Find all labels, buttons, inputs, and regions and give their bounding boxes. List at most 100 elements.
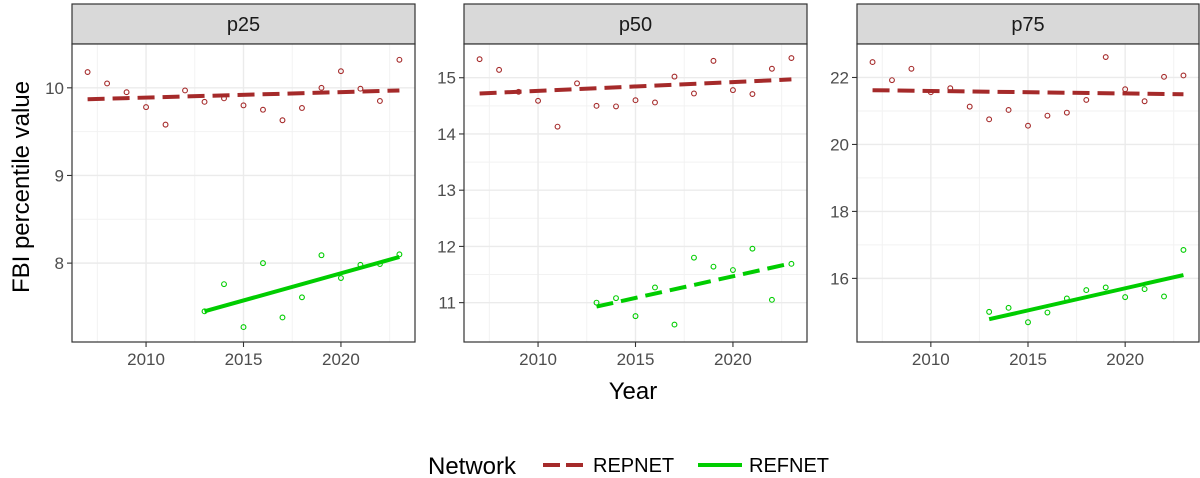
data-point bbox=[201, 98, 208, 105]
data-point bbox=[691, 90, 697, 97]
panel-strip-label: p75 bbox=[1011, 14, 1044, 36]
data-point bbox=[729, 267, 736, 273]
data-point bbox=[749, 245, 756, 252]
data-point bbox=[240, 324, 247, 331]
data-point bbox=[1025, 122, 1031, 129]
data-point bbox=[376, 98, 383, 104]
data-point bbox=[729, 87, 736, 94]
y-tick-label: 15 bbox=[437, 69, 456, 88]
y-tick-label: 12 bbox=[437, 237, 456, 256]
data-point bbox=[1044, 309, 1051, 316]
data-point bbox=[889, 77, 895, 84]
data-point bbox=[182, 87, 188, 94]
data-point bbox=[279, 117, 286, 124]
data-point bbox=[84, 69, 91, 75]
y-tick-label: 20 bbox=[830, 135, 849, 154]
y-tick-label: 18 bbox=[830, 202, 849, 221]
panel-p25: p25 8 9 10 2010 2015 2020 bbox=[45, 3, 416, 369]
data-point bbox=[476, 56, 483, 63]
data-point bbox=[1005, 304, 1012, 311]
y-tick-label: 22 bbox=[830, 68, 849, 87]
x-tick-label: 2020 bbox=[1106, 350, 1144, 369]
x-tick-label: 2015 bbox=[617, 350, 655, 369]
series-repnet bbox=[476, 55, 795, 130]
data-point bbox=[691, 254, 697, 261]
data-point bbox=[162, 121, 169, 128]
legend-item-repnet: REPNET bbox=[543, 455, 674, 477]
data-point bbox=[143, 104, 150, 111]
y-tick-label: 16 bbox=[830, 269, 849, 288]
legend: Network REPNET REFNET bbox=[428, 453, 829, 478]
data-point bbox=[260, 260, 266, 267]
trend-line bbox=[596, 261, 792, 309]
x-tick-label: 2010 bbox=[912, 350, 950, 369]
trend-line bbox=[87, 88, 400, 102]
data-point bbox=[1025, 319, 1031, 326]
legend-label: REFNET bbox=[749, 455, 829, 477]
data-point bbox=[710, 263, 717, 270]
data-point bbox=[1005, 107, 1012, 113]
data-point bbox=[966, 103, 973, 110]
data-point bbox=[593, 102, 600, 109]
data-point bbox=[396, 56, 403, 63]
data-point bbox=[632, 97, 639, 104]
data-point bbox=[357, 85, 364, 92]
data-point bbox=[535, 97, 542, 104]
y-tick-label: 13 bbox=[437, 181, 456, 200]
data-point bbox=[788, 260, 795, 267]
data-point bbox=[908, 65, 915, 72]
data-point bbox=[1141, 286, 1148, 293]
data-point bbox=[1180, 246, 1187, 253]
data-point bbox=[1083, 287, 1090, 294]
data-point bbox=[671, 321, 678, 328]
legend-label: REPNET bbox=[593, 455, 674, 477]
data-point bbox=[1102, 284, 1109, 291]
legend-item-refnet: REFNET bbox=[698, 455, 829, 477]
x-tick-label: 2020 bbox=[322, 350, 360, 369]
data-point bbox=[652, 99, 658, 106]
series-repnet bbox=[84, 56, 403, 128]
data-point bbox=[337, 68, 344, 75]
data-point bbox=[1122, 294, 1129, 301]
data-point bbox=[1083, 96, 1090, 103]
data-point bbox=[768, 65, 775, 72]
data-point bbox=[299, 105, 305, 111]
data-point bbox=[496, 66, 503, 73]
series-repnet bbox=[869, 54, 1187, 129]
data-point bbox=[318, 252, 325, 259]
data-point bbox=[632, 313, 639, 320]
x-tick-label: 2015 bbox=[1009, 350, 1047, 369]
data-point bbox=[123, 89, 130, 96]
data-point bbox=[749, 91, 756, 97]
data-point bbox=[710, 57, 717, 64]
data-point bbox=[1180, 72, 1187, 79]
data-point bbox=[1063, 109, 1070, 116]
y-tick-label: 14 bbox=[437, 125, 456, 144]
data-point bbox=[613, 103, 619, 110]
y-tick-label: 11 bbox=[438, 294, 456, 313]
data-point bbox=[574, 80, 580, 87]
panel-strip bbox=[71, 3, 416, 45]
data-point bbox=[768, 296, 775, 303]
data-point bbox=[299, 294, 305, 301]
data-point bbox=[613, 295, 619, 302]
data-point bbox=[652, 284, 658, 291]
x-tick-label: 2015 bbox=[225, 350, 263, 369]
x-tick-label: 2010 bbox=[127, 350, 165, 369]
legend-title: Network bbox=[428, 453, 517, 478]
data-point bbox=[1161, 293, 1167, 300]
y-tick-label: 8 bbox=[55, 254, 64, 273]
legend-items: REPNET REFNET bbox=[543, 455, 829, 477]
panel-strip-label: p50 bbox=[619, 14, 652, 36]
y-tick-label: 9 bbox=[55, 166, 64, 185]
data-point bbox=[1161, 73, 1167, 80]
data-point bbox=[104, 80, 111, 87]
data-point bbox=[671, 73, 678, 80]
data-point bbox=[396, 251, 403, 258]
data-point bbox=[1141, 98, 1148, 105]
x-tick-label: 2020 bbox=[714, 350, 752, 369]
panel-p50: p50 11 12 13 14 15 2010 2015 2020 bbox=[437, 3, 808, 369]
series-refnet bbox=[593, 245, 795, 328]
x-axis-title: Year bbox=[609, 378, 658, 405]
data-point bbox=[554, 123, 561, 130]
